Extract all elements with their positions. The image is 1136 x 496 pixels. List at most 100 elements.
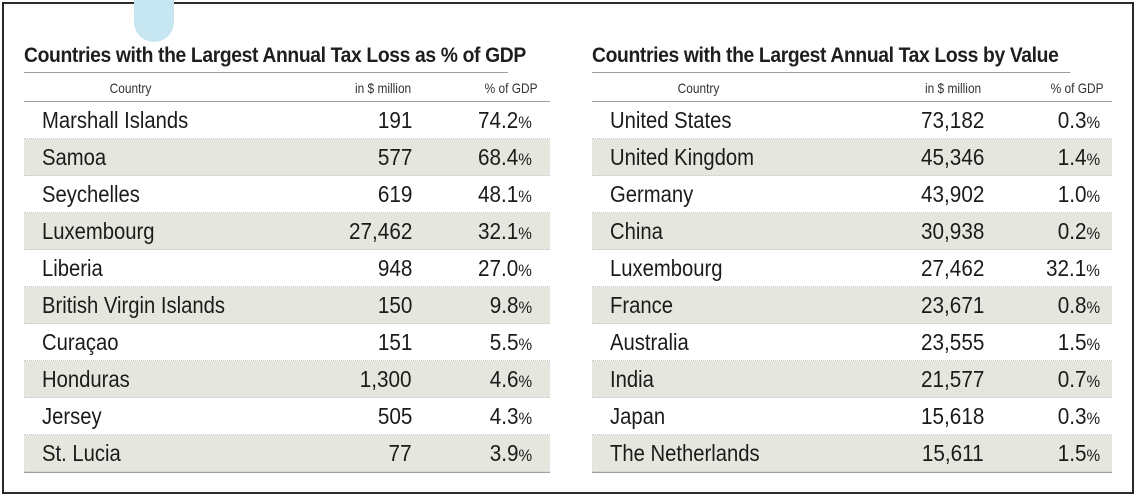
country-cell: Jersey — [42, 403, 102, 429]
pct-value: 4.3 — [489, 403, 519, 429]
pct-cell: 4.6% — [490, 366, 532, 393]
header-country: Country — [109, 80, 152, 96]
left-table-body: Marshall Islands 191 74.2% Samoa 577 68.4% Sey… — [24, 102, 550, 473]
amount-cell: 77 — [388, 440, 412, 466]
country-cell: The Netherlands — [610, 440, 760, 466]
pct-value: 0.3 — [1057, 107, 1087, 133]
pct-value: 5.5 — [489, 329, 519, 355]
table-row: France 23,671 0.8% — [592, 287, 1112, 324]
country-cell: Liberia — [42, 255, 103, 281]
table-row: Australia 23,555 1.5% — [592, 324, 1112, 361]
pct-cell: 32.1% — [1046, 255, 1100, 282]
pct-unit: % — [1086, 335, 1100, 354]
pct-value: 1.5 — [1057, 440, 1087, 466]
pct-cell: 1.5% — [1058, 440, 1100, 467]
pct-cell: 1.5% — [1058, 329, 1100, 356]
amount-cell: 21,577 — [920, 366, 984, 392]
pct-value: 3.9 — [489, 440, 519, 466]
amount-cell: 23,671 — [920, 292, 984, 318]
country-cell: Luxembourg — [610, 255, 723, 281]
header-amount: in $ million — [354, 80, 412, 96]
table-row: Samoa 577 68.4% — [24, 139, 550, 176]
pct-cell: 3.9% — [490, 440, 532, 467]
table-row: United States 73,182 0.3% — [592, 102, 1112, 139]
pct-cell: 27.0% — [478, 255, 532, 282]
table-row: Curaçao 151 5.5% — [24, 324, 550, 361]
country-cell: Luxembourg — [42, 218, 155, 244]
amount-cell: 27,462 — [348, 218, 412, 244]
right-table-title: Countries with the Largest Annual Tax Lo… — [592, 40, 1071, 73]
amount-cell: 191 — [377, 107, 412, 133]
pct-cell: 32.1% — [478, 218, 532, 245]
pct-cell: 0.2% — [1058, 218, 1100, 245]
pct-cell: 4.3% — [490, 403, 532, 430]
amount-cell: 23,555 — [920, 329, 984, 355]
pct-unit: % — [518, 113, 532, 132]
left-table-panel: Countries with the Largest Annual Tax Lo… — [24, 40, 550, 473]
pct-cell: 0.3% — [1058, 107, 1100, 134]
amount-cell: 150 — [377, 292, 412, 318]
header-pct: % of GDP — [484, 80, 538, 96]
pct-value: 48.1 — [478, 181, 519, 207]
pct-unit: % — [518, 187, 532, 206]
table-row: Luxembourg 27,462 32.1% — [592, 250, 1112, 287]
pct-value: 1.4 — [1057, 144, 1087, 170]
pct-value: 74.2 — [478, 107, 519, 133]
table-row: India 21,577 0.7% — [592, 361, 1112, 398]
pct-unit: % — [518, 261, 532, 280]
country-cell: United States — [610, 107, 732, 133]
pct-cell: 48.1% — [478, 181, 532, 208]
pct-unit: % — [518, 224, 532, 243]
country-cell: India — [610, 366, 654, 392]
pct-value: 32.1 — [1046, 255, 1087, 281]
amount-cell: 151 — [377, 329, 412, 355]
pct-value: 9.8 — [489, 292, 519, 318]
pct-cell: 74.2% — [478, 107, 532, 134]
pct-value: 0.2 — [1057, 218, 1087, 244]
table-row: Seychelles 619 48.1% — [24, 176, 550, 213]
country-cell: Australia — [610, 329, 689, 355]
amount-cell: 43,902 — [920, 181, 984, 207]
pct-unit: % — [1086, 224, 1100, 243]
pct-value: 27.0 — [478, 255, 519, 281]
country-cell: Seychelles — [42, 181, 140, 207]
amount-cell: 505 — [377, 403, 412, 429]
right-table-body: United States 73,182 0.3% United Kingdom 45,… — [592, 102, 1112, 473]
right-table-header: Country in $ million % of GDP — [592, 73, 1112, 102]
table-row: British Virgin Islands 150 9.8% — [24, 287, 550, 324]
pct-cell: 5.5% — [490, 329, 532, 356]
pct-value: 1.0 — [1057, 181, 1087, 207]
pct-cell: 0.7% — [1058, 366, 1100, 393]
pct-value: 32.1 — [478, 218, 519, 244]
amount-cell: 73,182 — [920, 107, 984, 133]
amount-cell: 619 — [377, 181, 412, 207]
country-cell: China — [610, 218, 663, 244]
amount-cell: 948 — [377, 255, 412, 281]
table-row: St. Lucia 77 3.9% — [24, 435, 550, 472]
pct-value: 0.7 — [1057, 366, 1087, 392]
left-table-title: Countries with the Largest Annual Tax Lo… — [24, 40, 526, 73]
amount-cell: 577 — [377, 144, 412, 170]
pct-unit: % — [1086, 261, 1100, 280]
header-pct: % of GDP — [1050, 80, 1104, 96]
pct-unit: % — [1086, 409, 1100, 428]
pct-unit: % — [518, 150, 532, 169]
country-cell: United Kingdom — [610, 144, 755, 170]
amount-cell: 45,346 — [920, 144, 984, 170]
table-row: The Netherlands 15,611 1.5% — [592, 435, 1112, 472]
pct-unit: % — [1086, 113, 1100, 132]
amount-cell: 15,611 — [922, 440, 984, 466]
pct-value: 4.6 — [489, 366, 519, 392]
pct-value: 1.5 — [1057, 329, 1087, 355]
pct-cell: 9.8% — [490, 292, 532, 319]
table-row: Honduras 1,300 4.6% — [24, 361, 550, 398]
country-cell: Curaçao — [42, 329, 119, 355]
amount-cell: 1,300 — [360, 366, 412, 392]
table-row: China 30,938 0.2% — [592, 213, 1112, 250]
header-country: Country — [677, 80, 720, 96]
pct-cell: 0.8% — [1058, 292, 1100, 319]
country-cell: St. Lucia — [42, 440, 121, 466]
pct-unit: % — [1086, 150, 1100, 169]
pct-value: 0.8 — [1057, 292, 1087, 318]
